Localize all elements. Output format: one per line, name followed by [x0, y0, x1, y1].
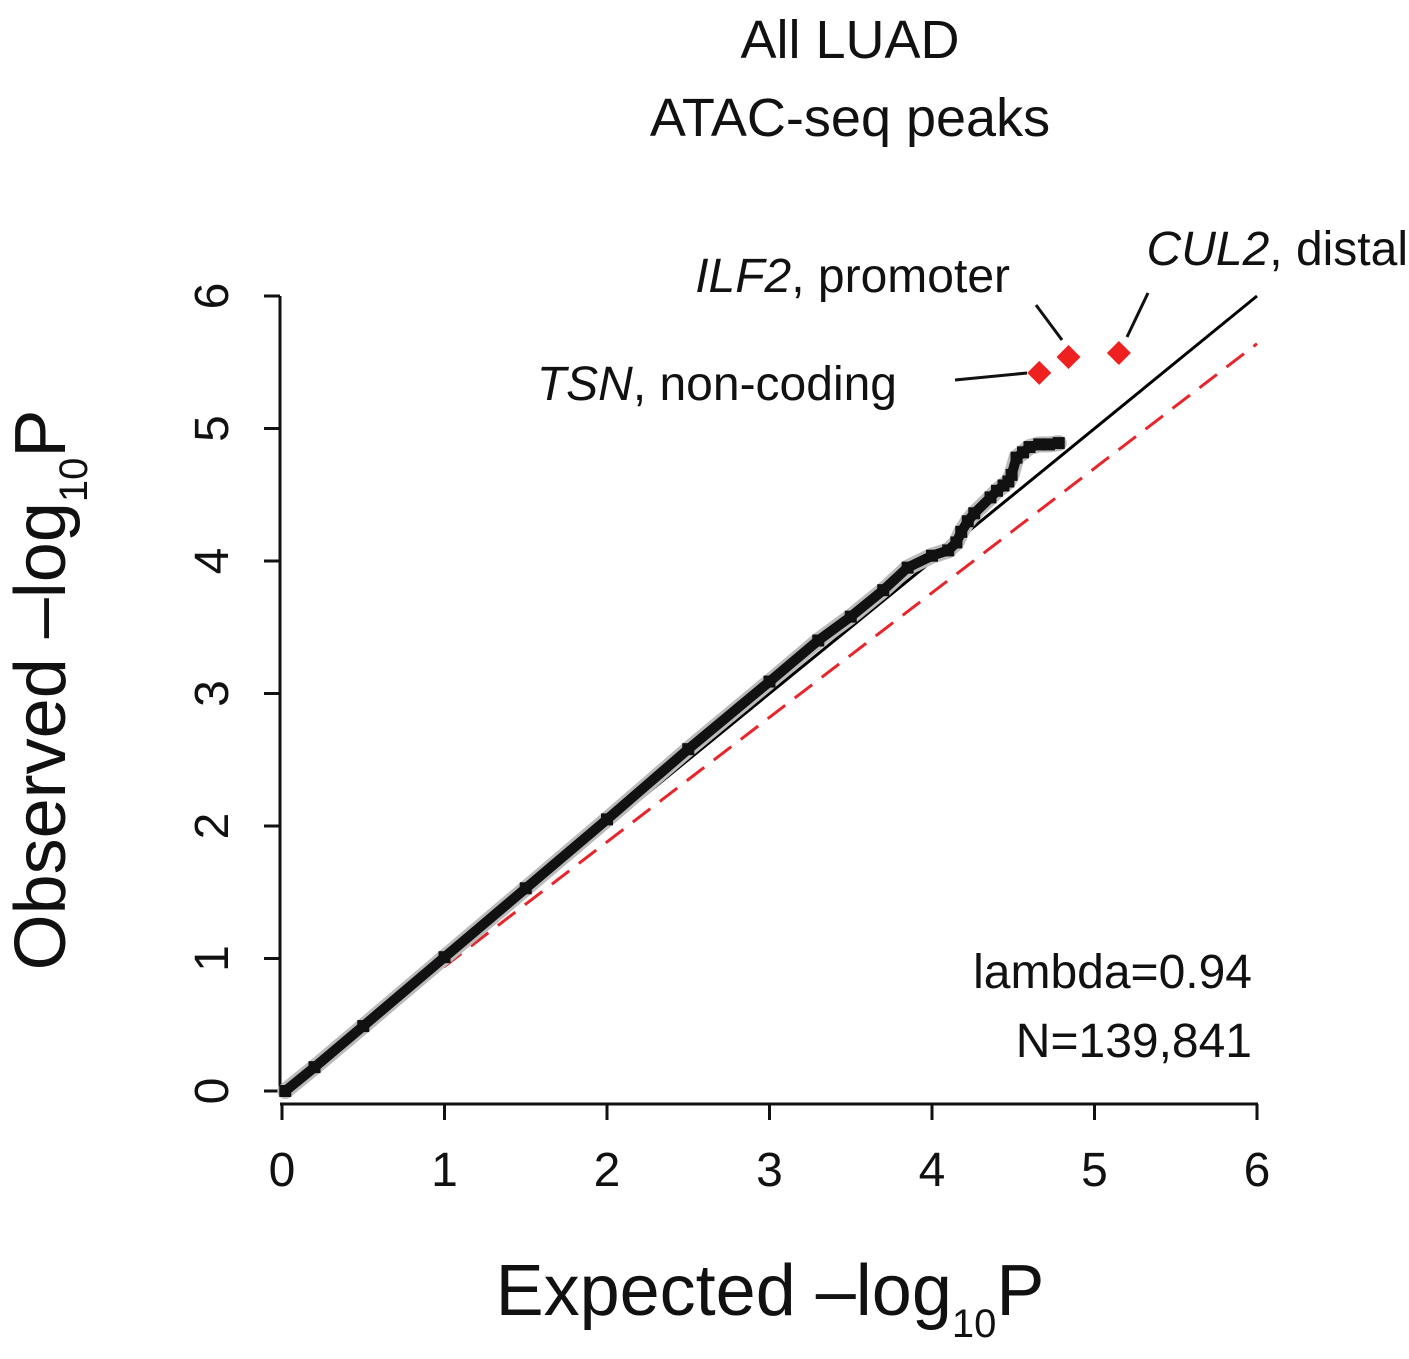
annotation-gene: TSN: [537, 358, 633, 411]
x-axis-label-suffix: P: [996, 1251, 1044, 1331]
x-tick-label: 6: [1244, 1144, 1271, 1197]
data-point: [682, 743, 695, 756]
annotation-label: CUL2, distal: [1147, 223, 1408, 276]
data-point: [968, 507, 981, 520]
annotation-region: , non-coding: [633, 358, 897, 411]
significant-point: [1106, 340, 1131, 365]
data-point: [901, 561, 914, 574]
annotation-leader: [1034, 304, 1064, 341]
x-axis-label-prefix: Expected –log: [496, 1251, 952, 1331]
data-point: [1033, 438, 1046, 451]
x-axis: 0 1 2 3 4 5 6: [269, 1102, 1271, 1197]
annotation-gene: ILF2: [695, 250, 791, 303]
data-point: [844, 610, 857, 623]
n-label: N=139,841: [1016, 1015, 1252, 1068]
x-tick-label: 5: [1081, 1144, 1108, 1197]
annotation-label: TSN, non-coding: [537, 358, 897, 411]
significant-point: [1027, 360, 1052, 385]
data-point: [950, 536, 963, 549]
data-points: [277, 340, 1131, 1099]
annotation-region: , promoter: [791, 250, 1010, 303]
y-axis-label: Observed –log10P: [1, 410, 96, 971]
y-axis: 0 1 2 3 4 5 6: [186, 283, 282, 1105]
data-point: [763, 675, 776, 688]
data-point: [877, 584, 890, 597]
data-point: [1023, 441, 1036, 454]
lambda-label: lambda=0.94: [973, 946, 1252, 999]
x-tick-label: 4: [919, 1144, 946, 1197]
data-point: [1043, 438, 1055, 451]
x-tick-label: 2: [594, 1144, 621, 1197]
y-tick-label: 5: [186, 415, 239, 442]
annotations: TSN, non-coding ILF2, promoter CUL2, dista…: [537, 223, 1408, 411]
data-point: [279, 1085, 292, 1097]
x-axis-label: Expected –log10P: [496, 1251, 1045, 1346]
annotation-leader: [1125, 292, 1150, 338]
y-tick-label: 4: [186, 548, 239, 575]
significant-point: [1056, 344, 1081, 369]
chart-title-line2: ATAC-seq peaks: [650, 88, 1050, 148]
y-axis-label-subscript: 10: [52, 458, 96, 503]
data-point: [812, 634, 825, 647]
annotation-region: , distal: [1269, 223, 1408, 276]
x-axis-label-subscript: 10: [952, 1302, 997, 1346]
x-tick-label: 0: [269, 1144, 296, 1197]
y-axis-label-prefix: Observed –log: [1, 502, 81, 970]
chart-title-line1: All LUAD: [740, 10, 959, 70]
annotation-leader: [954, 371, 1028, 382]
data-point: [926, 549, 938, 562]
y-tick-label: 3: [186, 680, 239, 707]
data-point: [1005, 468, 1018, 481]
y-tick-label: 2: [186, 813, 239, 840]
data-point: [357, 1020, 370, 1033]
y-tick-label: 1: [186, 945, 239, 972]
y-axis-label-suffix: P: [1, 410, 81, 458]
x-tick-label: 3: [756, 1144, 783, 1197]
data-point: [519, 882, 532, 895]
data-point: [1052, 437, 1065, 450]
data-point: [308, 1061, 321, 1074]
point-band: [282, 438, 1060, 1095]
annotation-label: ILF2, promoter: [695, 250, 1010, 303]
y-tick-label: 6: [186, 283, 239, 310]
y-tick-label: 0: [186, 1078, 239, 1105]
annotation-gene: CUL2: [1147, 223, 1270, 276]
x-tick-label: 1: [431, 1144, 458, 1197]
data-point: [955, 525, 968, 538]
data-point: [438, 951, 451, 964]
data-point: [601, 813, 613, 826]
